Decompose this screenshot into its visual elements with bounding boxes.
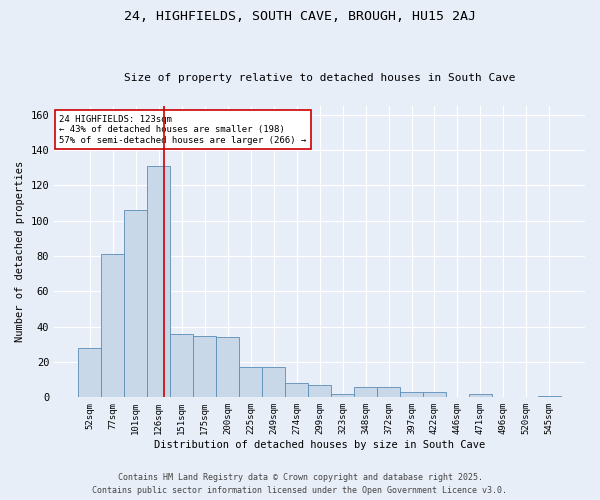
Bar: [308, 385, 331, 398]
Title: Size of property relative to detached houses in South Cave: Size of property relative to detached ho…: [124, 73, 515, 83]
Bar: [147, 166, 170, 398]
Bar: [423, 392, 446, 398]
Y-axis label: Number of detached properties: Number of detached properties: [15, 161, 25, 342]
Bar: [331, 394, 354, 398]
X-axis label: Distribution of detached houses by size in South Cave: Distribution of detached houses by size …: [154, 440, 485, 450]
Text: 24 HIGHFIELDS: 123sqm
← 43% of detached houses are smaller (198)
57% of semi-det: 24 HIGHFIELDS: 123sqm ← 43% of detached …: [59, 114, 307, 144]
Bar: [377, 386, 400, 398]
Bar: [538, 396, 561, 398]
Bar: [285, 383, 308, 398]
Bar: [124, 210, 147, 398]
Bar: [101, 254, 124, 398]
Bar: [400, 392, 423, 398]
Bar: [170, 334, 193, 398]
Bar: [216, 338, 239, 398]
Bar: [239, 368, 262, 398]
Bar: [354, 386, 377, 398]
Text: Contains HM Land Registry data © Crown copyright and database right 2025.
Contai: Contains HM Land Registry data © Crown c…: [92, 474, 508, 495]
Bar: [262, 368, 285, 398]
Bar: [193, 336, 216, 398]
Text: 24, HIGHFIELDS, SOUTH CAVE, BROUGH, HU15 2AJ: 24, HIGHFIELDS, SOUTH CAVE, BROUGH, HU15…: [124, 10, 476, 23]
Bar: [469, 394, 492, 398]
Bar: [78, 348, 101, 398]
